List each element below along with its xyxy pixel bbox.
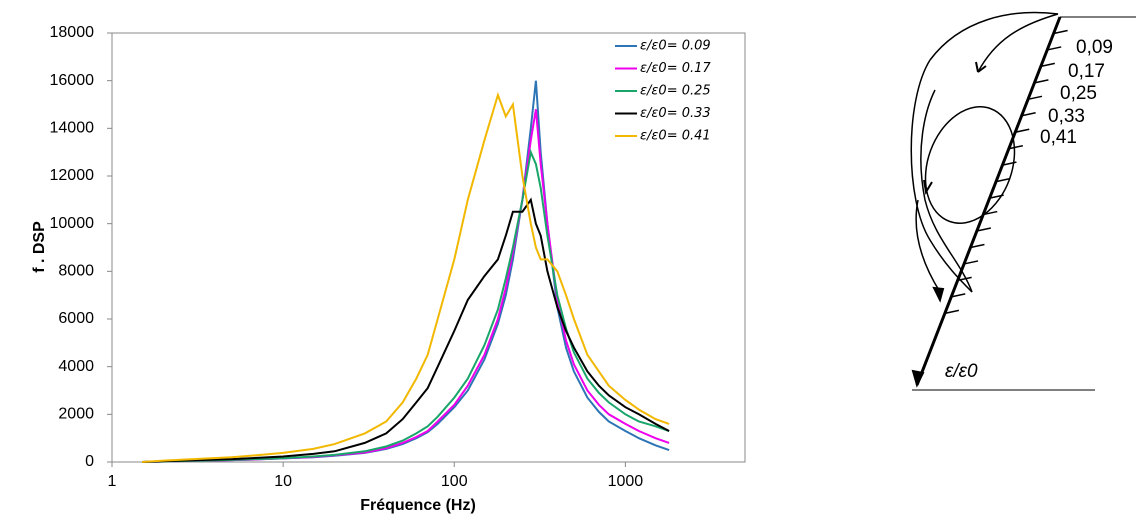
x-tick-label: 1 <box>108 473 117 490</box>
diagram-curve <box>929 11 1059 61</box>
diagram-tick <box>963 260 979 265</box>
y-tick-label: 12000 <box>50 167 95 184</box>
diagram-axis <box>915 16 1062 386</box>
diagram-tick <box>1040 62 1055 68</box>
diagram-loop <box>924 106 1016 224</box>
diagram-tick <box>970 243 985 249</box>
plot-frame <box>111 32 746 463</box>
legend-label: ε/ε0= 0.25 <box>640 84 711 99</box>
diagram-tick <box>957 276 972 282</box>
diagram-tick <box>1047 46 1062 51</box>
y-tick-label: 8000 <box>58 263 94 280</box>
series-line <box>142 80 670 463</box>
diagram-tick <box>989 194 1004 199</box>
diagram-arrow <box>932 286 945 303</box>
diagram-label: 0,17 <box>1068 61 1105 82</box>
legend-label: ε/ε0= 0.33 <box>640 106 711 121</box>
legend-label: ε/ε0= 0.09 <box>640 39 711 54</box>
diagram-tick <box>1002 161 1017 166</box>
diagram-tick <box>1034 79 1049 84</box>
diagram-arrowhead <box>911 369 925 388</box>
diagram-tick <box>1027 95 1043 101</box>
y-tick-label: 10000 <box>50 215 95 232</box>
diagram-curve <box>915 199 941 293</box>
diagram-tick <box>983 210 998 216</box>
y-tick-label: 18000 <box>50 24 95 41</box>
diagram-curve <box>920 89 973 293</box>
diagram-label: 0,33 <box>1048 106 1085 127</box>
x-tick-label: 1000 <box>608 473 644 490</box>
x-axis-label: Fréquence (Hz) <box>360 497 476 514</box>
series-line <box>142 148 670 463</box>
diagram-arrow <box>923 179 933 195</box>
diagram-label: 0,25 <box>1060 83 1097 104</box>
diagram-arrow <box>975 61 987 73</box>
diagram-tick <box>1008 144 1023 150</box>
y-tick-label: 4000 <box>58 358 94 375</box>
diagram-axis-label: ε/ε0 <box>945 361 978 382</box>
diagram-tick <box>951 293 966 298</box>
diagram: ε/ε0 0,09 0,170,250,330,41 <box>910 11 1136 391</box>
diagram-tick <box>944 309 960 315</box>
x-tick-label: 100 <box>441 473 468 490</box>
diagram-curve <box>977 13 1059 73</box>
diagram-curve <box>910 59 973 293</box>
diagram-tick <box>1015 128 1030 133</box>
diagram-label: 0,09 <box>1076 37 1113 58</box>
y-axis-label: f . DSP <box>31 221 48 273</box>
legend-label: ε/ε0= 0.41 <box>640 129 711 144</box>
y-tick-label: 16000 <box>50 72 95 89</box>
series-line <box>142 197 670 463</box>
diagram-label: 0,41 <box>1040 127 1077 148</box>
diagram-tick <box>976 227 991 232</box>
legend-label: ε/ε0= 0.17 <box>640 61 711 76</box>
series-line <box>142 109 670 463</box>
y-tick-label: 14000 <box>50 120 95 137</box>
legend-box <box>611 34 739 174</box>
y-tick-label: 0 <box>85 453 94 470</box>
y-tick-label: 6000 <box>58 310 94 327</box>
diagram-tick <box>995 177 1011 183</box>
series-line <box>142 91 670 463</box>
diagram-tick <box>1053 29 1068 35</box>
diagram-tick <box>1021 112 1036 117</box>
x-tick-label: 10 <box>274 473 292 490</box>
y-tick-label: 2000 <box>58 406 94 423</box>
